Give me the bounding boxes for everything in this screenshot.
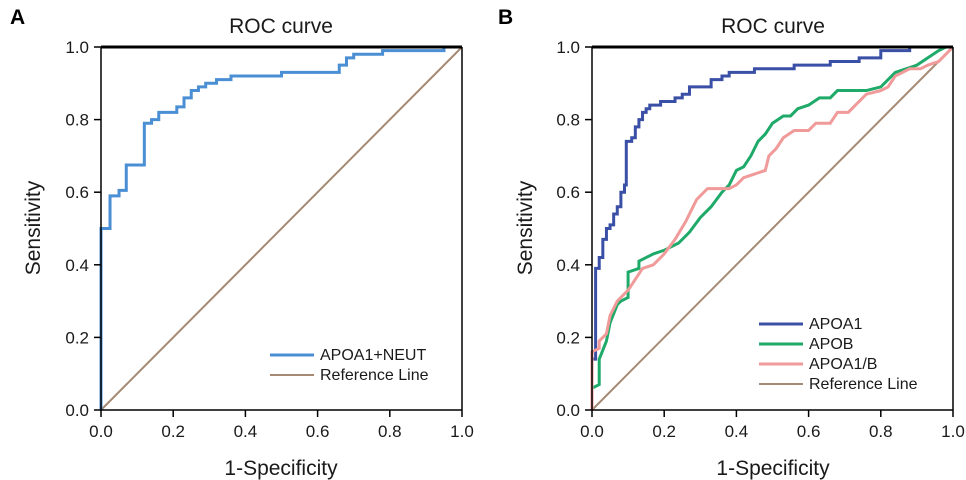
chart-panel-b: B ROC curve 1-Specificity Sensitivity 0.… — [498, 6, 965, 480]
legend-label: APOB — [809, 336, 853, 353]
chart-title-b: ROC curve — [721, 15, 825, 38]
legend-label: Reference Line — [320, 367, 429, 384]
series-line-apoa1 — [590, 45, 953, 410]
plot-area-a: 0.0 0.2 0.4 0.6 0.8 1.0 0.0 0.2 0.4 0.6 0.8 1.0 APOA… — [65, 38, 473, 441]
x-tick-label: 0.6 — [306, 422, 330, 441]
series-line-apob — [590, 45, 953, 410]
x-tick-label: 1.0 — [941, 422, 965, 441]
panel-letter-a: A — [10, 6, 25, 29]
x-tick-label: 0.8 — [869, 422, 893, 441]
x-tick-label: 0.6 — [797, 422, 821, 441]
legend-label: APOA1 — [809, 316, 862, 333]
series-line-reference-line — [591, 46, 954, 411]
x-tick-label: 0.2 — [652, 422, 676, 441]
y-tick-label: 0.0 — [556, 401, 580, 420]
legend-label: APOA1+NEUT — [320, 347, 426, 364]
legend-label: Reference Line — [809, 376, 918, 393]
x-tick-label: 0.4 — [725, 422, 749, 441]
x-tick-label: 0.4 — [234, 422, 258, 441]
panel-letter-b: B — [498, 6, 513, 29]
x-axis-label-a: 1-Specificity — [224, 457, 338, 480]
legend: APOA1 APOB APOA1/B Reference Line — [759, 316, 918, 393]
y-axis-label-a: Sensitivity — [22, 180, 45, 275]
x-tick-label: 0.8 — [378, 422, 402, 441]
y-tick-label: 1.0 — [65, 38, 89, 57]
y-axis-label-b: Sensitivity — [514, 180, 537, 275]
chart-panel-a: A ROC curve 1-Specificity Sensitivity 0.… — [10, 6, 474, 480]
x-tick-label: 0.0 — [89, 422, 113, 441]
y-tick-label: 0.0 — [65, 401, 89, 420]
y-tick-label: 0.4 — [556, 256, 580, 275]
y-tick-label: 0.6 — [556, 183, 580, 202]
x-tick-label: 1.0 — [450, 422, 474, 441]
x-tick-label: 0.2 — [161, 422, 185, 441]
x-tick-label: 0.0 — [580, 422, 604, 441]
legend-label: APOA1/B — [809, 356, 877, 373]
y-tick-label: 0.2 — [65, 328, 89, 347]
y-tick-label: 0.2 — [556, 328, 580, 347]
y-tick-label: 0.8 — [65, 111, 89, 130]
y-tick-label: 1.0 — [556, 38, 580, 57]
series-line-reference-line — [100, 46, 463, 411]
y-tick-label: 0.8 — [556, 111, 580, 130]
chart-title-a: ROC curve — [229, 15, 333, 38]
series-line-apoa1-neut — [99, 45, 462, 410]
x-axis-label-b: 1-Specificity — [716, 457, 830, 480]
legend: APOA1+NEUT Reference Line — [270, 347, 429, 384]
y-tick-label: 0.6 — [65, 183, 89, 202]
y-tick-label: 0.4 — [65, 256, 89, 275]
series-line-apoa1-b — [590, 45, 955, 410]
plot-area-b: 0.0 0.2 0.4 0.6 0.8 1.0 0.0 0.2 0.4 0.6 0.8 1.0 APOA… — [556, 38, 964, 441]
